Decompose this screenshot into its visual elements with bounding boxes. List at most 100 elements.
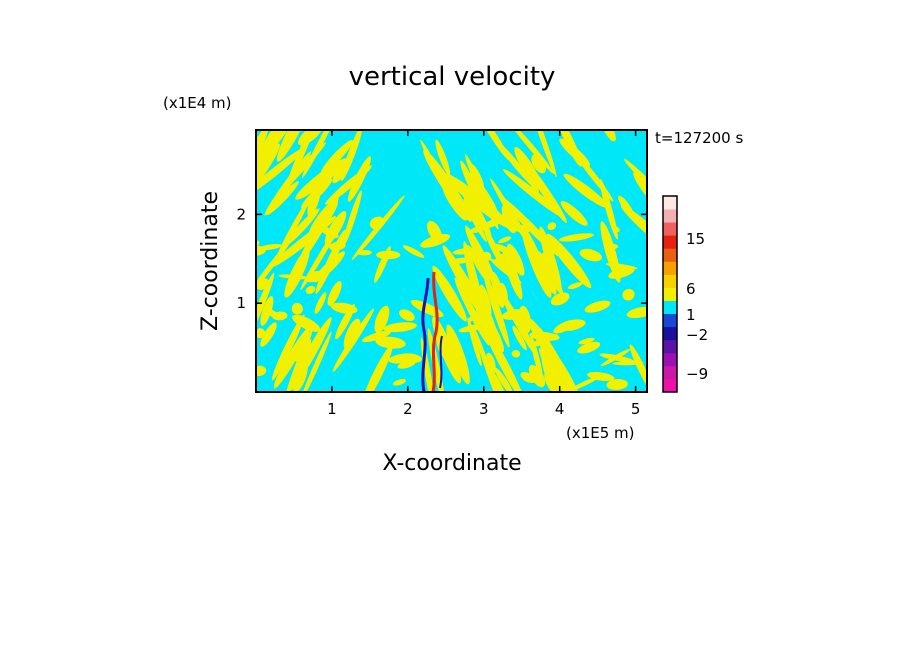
x-axis-label: X-coordinate: [382, 451, 521, 476]
updraft-band: [332, 308, 374, 372]
updraft-patch: [458, 324, 486, 333]
colorbar-swatch: [663, 196, 677, 210]
updraft-band: [520, 155, 567, 223]
updraft-band: [528, 130, 557, 177]
colorbar-swatch: [663, 326, 677, 341]
updraft-patch: [306, 270, 323, 283]
updraft-patch: [357, 249, 372, 256]
updraft-patch: [577, 341, 601, 354]
colorbar-swatch: [663, 209, 677, 223]
downdraft-core-secondary: [439, 335, 443, 389]
updraft-band: [256, 143, 280, 202]
updraft-patch: [520, 371, 536, 384]
updraft-band: [295, 158, 348, 200]
updraft-band: [466, 172, 499, 219]
updraft-band: [302, 130, 338, 178]
updraft-patch: [608, 266, 635, 279]
updraft-patch: [481, 251, 492, 262]
colorbar-swatch: [663, 261, 677, 275]
updraft-band: [319, 203, 336, 223]
updraft-band: [501, 204, 517, 234]
y-tick-label: 1: [236, 294, 246, 312]
x-tick-label: 1: [327, 400, 337, 418]
updraft-band: [271, 314, 305, 381]
updraft-patch: [612, 361, 644, 366]
updraft-patch: [605, 263, 638, 270]
updraft-patch: [292, 314, 321, 332]
colorbar-swatch: [663, 287, 677, 301]
updraft-patch: [622, 288, 635, 301]
updraft-band: [122, 284, 153, 342]
colorbar-swatch: [663, 300, 677, 314]
updraft-patch: [501, 309, 527, 320]
updraft-patch: [611, 225, 620, 232]
updraft-patch: [420, 234, 451, 248]
updraft-band: [547, 269, 564, 295]
updraft-band: [436, 333, 448, 359]
updraft-band: [502, 169, 566, 219]
y-tick-label: 2: [236, 205, 246, 223]
updraft-band: [457, 179, 492, 238]
updraft-band: [435, 139, 451, 176]
updraft-patch: [467, 307, 491, 322]
updraft-patch: [547, 222, 557, 230]
x-axis-ticks: 1 2 3 4 5: [327, 130, 640, 418]
colorbar-labels: 15 6 1 −2 −9: [686, 230, 708, 383]
updraft-patch: [538, 252, 553, 264]
field-contours: [122, 121, 647, 427]
updraft-band: [138, 164, 175, 234]
updraft-band: [489, 258, 522, 284]
updraft-patch: [278, 274, 309, 280]
updraft-patch: [600, 348, 631, 367]
colorbar-swatch: [663, 352, 677, 367]
updraft-patch: [492, 243, 514, 255]
updraft-patch: [305, 285, 316, 294]
updraft-band: [420, 139, 458, 210]
updraft-band: [196, 353, 230, 427]
updraft-patch: [375, 336, 406, 349]
updraft-band: [256, 272, 275, 336]
updraft-patch: [498, 236, 512, 244]
colorbar-swatch: [663, 365, 677, 380]
updraft-band: [374, 305, 390, 334]
updraft-band: [260, 322, 277, 347]
downdraft-core: [421, 277, 430, 392]
updraft-band: [347, 156, 371, 202]
updraft-patch: [626, 306, 647, 319]
updraft-patch: [558, 233, 594, 242]
colorbar-label: 15: [686, 230, 705, 248]
updraft-band: [219, 333, 247, 402]
plot-frame: [255, 129, 648, 393]
updraft-band: [300, 224, 340, 291]
updraft-patch: [362, 330, 391, 343]
updraft-band: [256, 147, 305, 199]
colorbar-swatch: [663, 248, 677, 262]
updraft-band: [156, 129, 179, 151]
updraft-band: [629, 344, 647, 392]
updraft-patch: [502, 262, 518, 270]
updraft-patch: [587, 371, 615, 382]
colorbar-swatch: [663, 274, 677, 288]
updraft-band: [231, 121, 256, 165]
updraft-band: [546, 233, 592, 289]
updraft-patch: [451, 257, 472, 264]
updraft-band: [342, 190, 362, 247]
colorbar-label: −2: [686, 326, 708, 344]
updraft-patch: [606, 379, 628, 390]
x-tick-label: 4: [555, 400, 565, 418]
updraft-band: [486, 364, 510, 392]
updraft-band: [539, 347, 570, 392]
updraft-band: [509, 130, 555, 174]
contour-plot-area: [122, 121, 647, 427]
x-unit-label: (x1E5 m): [566, 424, 635, 442]
updraft-band: [563, 173, 609, 208]
updraft-band: [276, 197, 311, 258]
chart-title: vertical velocity: [349, 62, 556, 92]
colorbar-label: 1: [686, 306, 696, 324]
updraft-band: [465, 225, 496, 285]
updraft-patch: [568, 376, 600, 392]
updraft-band: [282, 208, 320, 248]
updraft-band: [162, 307, 191, 350]
y-unit-label: (x1E4 m): [163, 94, 232, 112]
